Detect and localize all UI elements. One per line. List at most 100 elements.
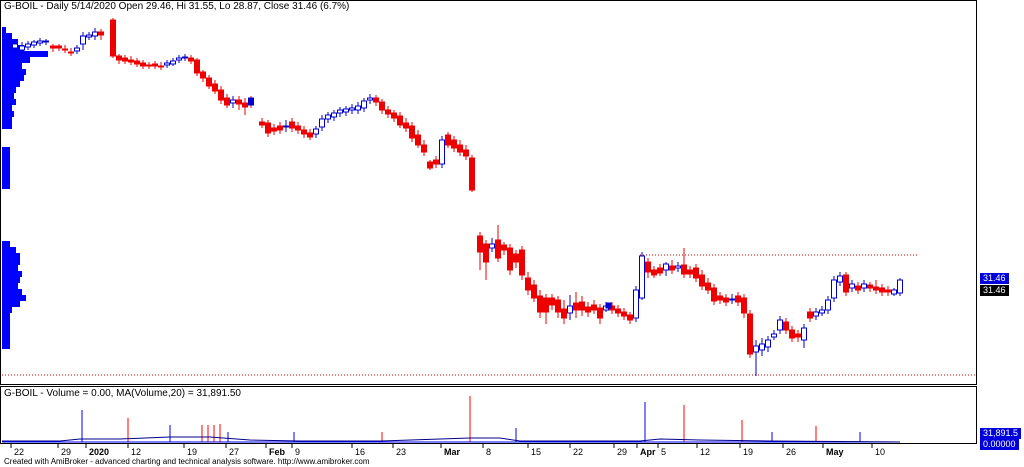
candle-body: [62, 48, 68, 51]
candle: [403, 118, 409, 132]
candle-body: [891, 289, 897, 295]
close-label-tag: 31.46: [980, 285, 1009, 296]
candle: [687, 266, 693, 278]
x-tick-label: Mar: [444, 447, 461, 457]
candle: [265, 120, 271, 137]
volume-profile-bar: [2, 247, 16, 253]
x-tick-label: 15: [531, 447, 541, 457]
candle-body: [681, 264, 687, 275]
candle: [681, 248, 687, 278]
candle: [717, 292, 723, 304]
candle: [98, 29, 104, 40]
candle: [86, 32, 92, 40]
volume-profile-bar: [2, 147, 10, 153]
candle: [723, 294, 729, 306]
candle: [74, 45, 80, 54]
candle-body: [657, 267, 663, 274]
candle: [80, 32, 86, 50]
candle: [483, 240, 489, 280]
candle: [385, 106, 391, 118]
candle-body: [463, 149, 469, 157]
candle: [236, 96, 242, 110]
x-tick-label: May: [826, 447, 844, 457]
candle: [188, 55, 194, 64]
candle: [224, 94, 230, 108]
candle-body: [271, 127, 277, 132]
candle: [451, 136, 457, 152]
candle: [627, 312, 633, 324]
candle-body: [74, 47, 80, 52]
candle: [783, 318, 789, 334]
candle-body: [265, 122, 271, 134]
candle-body: [307, 132, 313, 138]
candle-body: [861, 283, 867, 289]
candle: [469, 155, 475, 192]
candle-body: [343, 108, 349, 113]
candle-body: [843, 274, 849, 293]
candle: [31, 40, 37, 48]
candle-body: [897, 279, 903, 294]
candle-body: [188, 57, 194, 62]
candle-body: [579, 301, 585, 311]
candle-body: [158, 65, 164, 68]
candle: [765, 336, 771, 352]
candle-body: [849, 283, 855, 289]
candle: [19, 42, 25, 54]
candle: [25, 41, 31, 50]
candle-body: [373, 97, 379, 103]
candle-body: [212, 83, 218, 92]
candle: [110, 18, 116, 58]
candle: [891, 288, 897, 296]
candle-body: [206, 77, 212, 87]
candle: [319, 115, 325, 131]
candle: [771, 330, 777, 340]
candle: [230, 96, 236, 108]
candle-body: [218, 89, 224, 101]
candle-body: [146, 64, 152, 67]
candle-body: [140, 62, 146, 67]
candle: [513, 250, 519, 268]
volume-profile-bar: [2, 33, 12, 39]
candle: [37, 38, 43, 46]
x-tick-label: 12: [131, 447, 141, 457]
candle: [855, 282, 861, 294]
candle: [283, 120, 289, 132]
candle-body: [795, 333, 801, 338]
candle-body: [110, 19, 116, 57]
candle: [271, 124, 277, 135]
candle-body: [879, 287, 885, 293]
x-tick-label: 16: [355, 447, 365, 457]
candle: [427, 160, 433, 170]
candle: [537, 290, 543, 318]
candle-body: [283, 125, 289, 128]
candle-body: [37, 40, 43, 44]
candle-body: [867, 284, 873, 289]
candle-body: [379, 101, 385, 111]
candle: [825, 296, 831, 314]
candle-body: [543, 297, 549, 313]
candle: [277, 122, 283, 134]
candle-body: [771, 333, 777, 338]
volume-profile-bar: [2, 39, 18, 45]
candle: [212, 80, 218, 94]
candle-body: [831, 279, 837, 299]
candle: [729, 294, 735, 304]
candle: [43, 39, 49, 45]
candle-body: [80, 35, 86, 45]
candle: [367, 94, 373, 104]
candle: [152, 61, 158, 69]
candle-body: [807, 311, 813, 319]
candle: [657, 264, 663, 276]
candle: [711, 284, 717, 305]
candle-body: [98, 31, 104, 36]
candle: [759, 338, 765, 356]
volume-profile-bar: [2, 307, 12, 313]
candle-body: [549, 297, 555, 306]
candle: [295, 122, 301, 134]
candle-body: [439, 139, 445, 165]
candle-body: [164, 62, 170, 66]
volume-profile-bar: [2, 241, 10, 247]
candle-body: [19, 45, 25, 51]
candle-body: [433, 159, 439, 165]
